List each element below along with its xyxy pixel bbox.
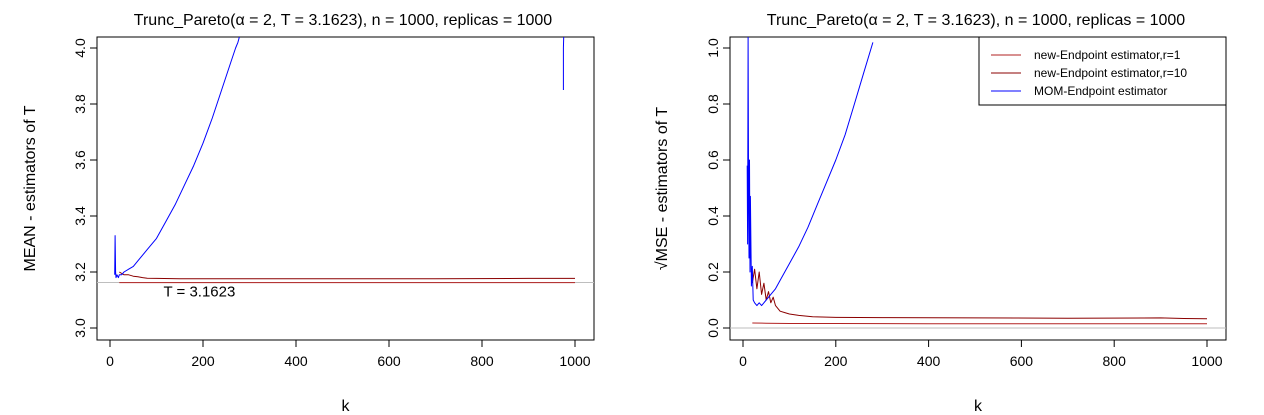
- y-tick-label: 0.4: [705, 206, 721, 226]
- y-tick-label: 3.0: [72, 318, 88, 338]
- x-tick-label: 1000: [559, 353, 590, 369]
- x-tick-label: 600: [377, 353, 401, 369]
- y-tick-label: 0.0: [705, 318, 721, 338]
- series-line-3: [114, 37, 240, 279]
- series-group: [114, 37, 575, 284]
- reference-label: T = 3.1623: [163, 284, 235, 301]
- legend: new-Endpoint estimator,r=1 new-Endpoint e…: [978, 36, 1227, 106]
- chart-title: Trunc_Pareto(α = 2, T = 3.1623), n = 100…: [134, 12, 553, 29]
- series-line-2: [119, 271, 575, 280]
- x-axis-label: k: [342, 398, 351, 415]
- series-group: [746, 37, 1208, 325]
- series-line-4: [562, 37, 565, 90]
- y-tick-label: 3.4: [72, 206, 88, 226]
- y-tick-label: 3.6: [72, 150, 88, 170]
- plot-frame: [96, 36, 595, 341]
- x-tick-label: 400: [284, 353, 308, 369]
- rmse-panel: Trunc_Pareto(α = 2, T = 3.1623), n = 100…: [654, 12, 1227, 415]
- mean-panel: Trunc_Pareto(α = 2, T = 3.1623), n = 100…: [22, 12, 595, 415]
- y-axis-label: √MSE - estimators of T: [654, 107, 671, 270]
- legend-box: [978, 36, 1227, 106]
- y-tick-label: 0.2: [705, 262, 721, 282]
- x-tick-label: 800: [1103, 353, 1127, 369]
- legend-label-2: new-Endpoint estimator,r=10: [1034, 66, 1187, 80]
- series-line-3: [746, 37, 874, 307]
- y-tick-label: 0.8: [705, 94, 721, 114]
- y-tick-label: 1.0: [705, 38, 721, 58]
- x-tick-label: 800: [470, 353, 494, 369]
- y-tick-label: 3.8: [72, 94, 88, 114]
- y-tick-label: 0.6: [705, 150, 721, 170]
- x-axis-label: k: [974, 398, 983, 415]
- y-tick-label: 3.2: [72, 262, 88, 282]
- plot-frame: [729, 36, 1227, 341]
- x-tick-label: 1000: [1191, 353, 1222, 369]
- series-line-1: [752, 322, 1207, 325]
- y-axis-label: MEAN - estimators of T: [22, 105, 39, 271]
- y-tick-label: 4.0: [72, 38, 88, 58]
- chart-title: Trunc_Pareto(α = 2, T = 3.1623), n = 100…: [767, 12, 1186, 29]
- x-tick-label: 200: [191, 353, 215, 369]
- x-tick-label: 0: [106, 353, 114, 369]
- legend-label-1: new-Endpoint estimator,r=1: [1034, 48, 1181, 62]
- legend-label-3: MOM-Endpoint estimator: [1034, 84, 1167, 98]
- x-tick-label: 200: [824, 353, 848, 369]
- series-line-2: [751, 268, 1208, 320]
- x-tick-label: 400: [917, 353, 941, 369]
- x-tick-label: 0: [739, 353, 747, 369]
- x-tick-label: 600: [1010, 353, 1034, 369]
